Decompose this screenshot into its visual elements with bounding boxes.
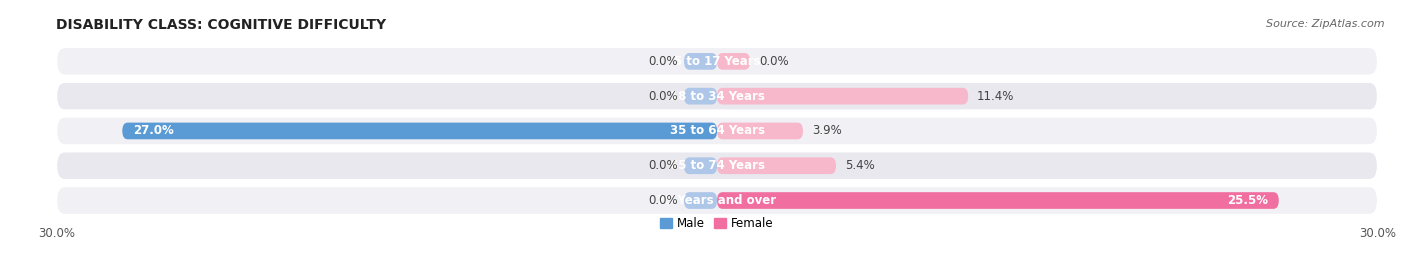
Text: 65 to 74 Years: 65 to 74 Years — [669, 159, 765, 172]
FancyBboxPatch shape — [685, 192, 717, 209]
Text: Source: ZipAtlas.com: Source: ZipAtlas.com — [1267, 19, 1385, 29]
Text: 0.0%: 0.0% — [648, 55, 678, 68]
Text: 35 to 64 Years: 35 to 64 Years — [669, 124, 765, 137]
Text: 5 to 17 Years: 5 to 17 Years — [673, 55, 761, 68]
FancyBboxPatch shape — [56, 82, 1378, 110]
Text: 18 to 34 Years: 18 to 34 Years — [669, 90, 765, 103]
FancyBboxPatch shape — [717, 192, 1279, 209]
Text: 0.0%: 0.0% — [648, 194, 678, 207]
Text: 0.0%: 0.0% — [648, 90, 678, 103]
FancyBboxPatch shape — [717, 157, 837, 174]
FancyBboxPatch shape — [717, 53, 751, 70]
FancyBboxPatch shape — [56, 186, 1378, 215]
FancyBboxPatch shape — [717, 123, 803, 139]
FancyBboxPatch shape — [56, 117, 1378, 145]
FancyBboxPatch shape — [685, 53, 717, 70]
Legend: Male, Female: Male, Female — [661, 217, 773, 230]
FancyBboxPatch shape — [717, 88, 969, 104]
Text: 27.0%: 27.0% — [134, 124, 174, 137]
FancyBboxPatch shape — [56, 151, 1378, 180]
Text: 25.5%: 25.5% — [1227, 194, 1268, 207]
Text: 75 Years and over: 75 Years and over — [658, 194, 776, 207]
Text: 5.4%: 5.4% — [845, 159, 875, 172]
FancyBboxPatch shape — [56, 47, 1378, 76]
FancyBboxPatch shape — [685, 157, 717, 174]
Text: 11.4%: 11.4% — [977, 90, 1014, 103]
FancyBboxPatch shape — [685, 88, 717, 104]
Text: 0.0%: 0.0% — [759, 55, 789, 68]
Text: DISABILITY CLASS: COGNITIVE DIFFICULTY: DISABILITY CLASS: COGNITIVE DIFFICULTY — [56, 18, 387, 32]
FancyBboxPatch shape — [122, 123, 717, 139]
Text: 3.9%: 3.9% — [811, 124, 842, 137]
Text: 0.0%: 0.0% — [648, 159, 678, 172]
